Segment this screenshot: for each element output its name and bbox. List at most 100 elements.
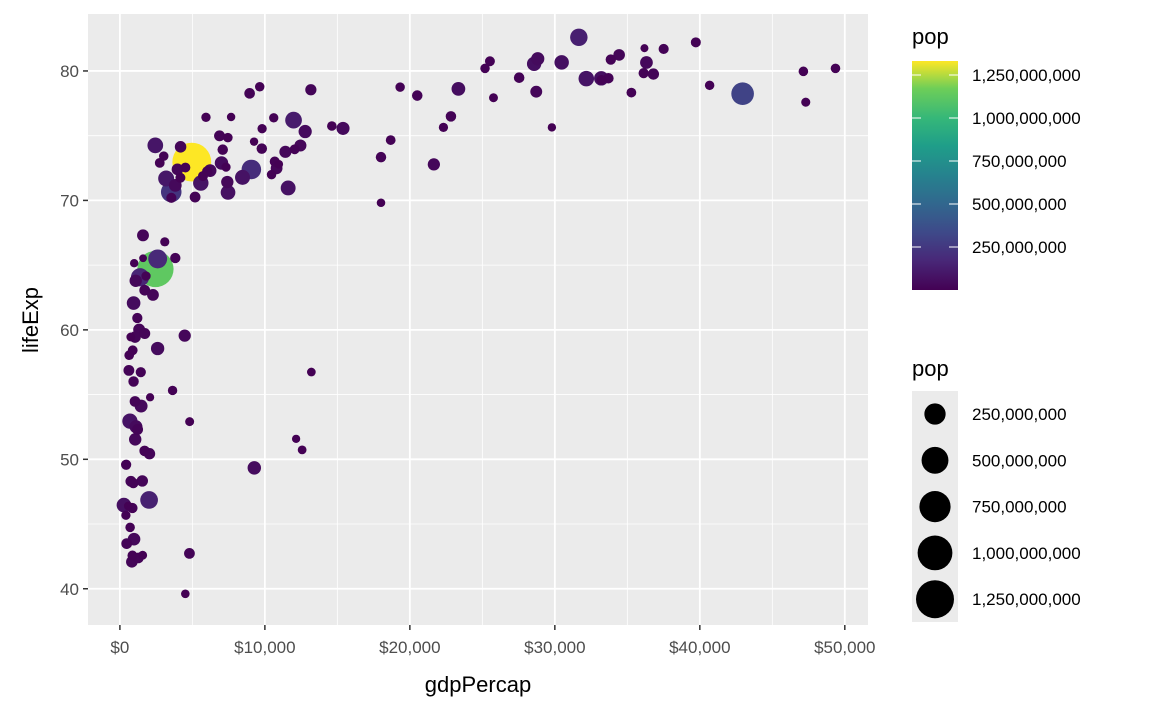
color-legend: pop 1,250,000,000 1,000,000,000 750,000,00… [912, 24, 1081, 290]
data-point [640, 44, 649, 53]
data-point [140, 491, 158, 509]
data-point [132, 424, 144, 436]
size-legend-key [921, 446, 949, 474]
data-point [531, 52, 545, 66]
data-point [125, 522, 135, 533]
data-point [150, 341, 165, 356]
data-point [137, 229, 149, 242]
data-point [129, 396, 141, 407]
data-point [297, 445, 307, 455]
data-point [305, 84, 317, 96]
data-point [336, 121, 350, 135]
data-point [121, 459, 132, 470]
data-point [596, 75, 607, 85]
data-point [121, 510, 131, 520]
data-point [139, 445, 150, 457]
data-point [123, 364, 135, 376]
data-point [128, 376, 139, 387]
data-point [257, 124, 267, 134]
x-tick-label: $0 [110, 638, 129, 657]
color-legend-label: 1,250,000,000 [972, 66, 1081, 85]
data-point [175, 172, 186, 183]
data-point [578, 70, 595, 87]
data-point [427, 158, 440, 171]
data-point [170, 252, 181, 264]
data-point [613, 49, 625, 61]
data-point [132, 312, 143, 324]
data-points [116, 28, 841, 599]
data-point [126, 296, 141, 310]
y-tick-label: 40 [60, 580, 79, 599]
data-point [484, 56, 495, 67]
data-point [411, 90, 423, 101]
x-tick-label: $50,000 [814, 638, 875, 657]
data-point [451, 81, 466, 96]
data-point [138, 550, 148, 560]
x-axis: $0 $10,000 $20,000 $30,000 $40,000 $50,000 [110, 625, 876, 657]
y-axis-title: lifeExp [18, 287, 43, 353]
size-legend-label: 500,000,000 [972, 451, 1067, 470]
color-legend-label: 500,000,000 [972, 195, 1067, 214]
data-point [197, 171, 208, 182]
data-point [147, 289, 159, 301]
data-point [185, 417, 195, 427]
data-point [640, 56, 653, 69]
x-tick-label: $30,000 [524, 638, 585, 657]
data-point [221, 175, 234, 189]
data-point [129, 258, 139, 268]
data-point [291, 434, 301, 444]
data-point [530, 85, 543, 98]
data-point [223, 132, 233, 143]
data-point [438, 122, 449, 133]
data-point [554, 55, 569, 70]
data-point [327, 121, 337, 131]
data-point [135, 367, 146, 378]
data-point [306, 367, 316, 377]
size-legend: pop 250,000,000 500,000,000 750,000,000 1,0… [912, 356, 1081, 622]
data-point [226, 112, 236, 122]
size-legend-key [916, 580, 954, 619]
data-point [145, 393, 155, 402]
color-legend-label: 250,000,000 [972, 238, 1067, 257]
color-legend-label: 750,000,000 [972, 152, 1067, 171]
size-legend-label: 1,000,000,000 [972, 544, 1081, 563]
data-point [147, 137, 164, 154]
data-point [159, 151, 169, 161]
data-point [801, 97, 811, 107]
data-point [166, 192, 177, 203]
data-point [690, 37, 701, 48]
data-point [254, 82, 265, 92]
data-point [289, 144, 300, 155]
data-point [141, 271, 151, 281]
data-point [201, 112, 211, 122]
data-point [160, 237, 170, 247]
data-point [269, 113, 279, 123]
y-tick-label: 80 [60, 62, 79, 81]
data-point [658, 43, 669, 55]
data-point [249, 137, 259, 146]
data-point [167, 385, 178, 396]
data-point [285, 111, 302, 129]
y-axis: 40 50 60 70 80 [60, 62, 88, 599]
plot-panel [88, 14, 868, 625]
gridlines [88, 14, 868, 625]
data-point [266, 169, 277, 180]
data-point [445, 111, 457, 122]
size-legend-label: 1,250,000,000 [972, 590, 1081, 609]
size-legend-label: 750,000,000 [972, 498, 1067, 517]
data-point [123, 501, 133, 511]
data-point [298, 124, 312, 139]
data-point [221, 162, 231, 172]
data-point [274, 159, 284, 169]
data-point [129, 433, 142, 446]
data-point [547, 123, 557, 132]
y-tick-label: 70 [60, 191, 79, 210]
data-point [121, 538, 133, 549]
data-point [128, 477, 139, 489]
data-point [256, 143, 268, 154]
data-point [181, 589, 190, 599]
color-legend-title: pop [912, 24, 949, 49]
data-point [626, 87, 637, 98]
data-point [247, 461, 262, 475]
data-point [178, 329, 191, 342]
